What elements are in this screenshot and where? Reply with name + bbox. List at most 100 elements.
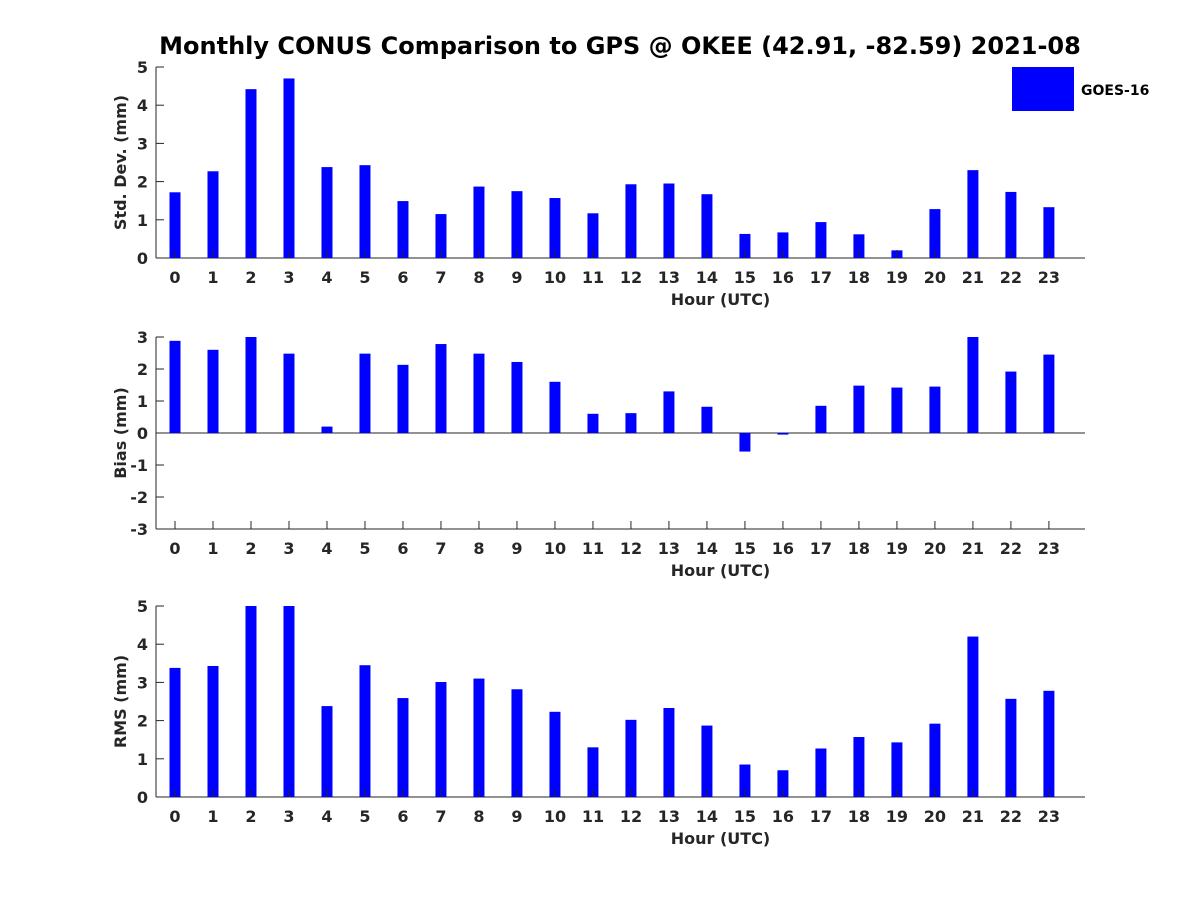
bar [359,665,371,797]
x-tick-label: 14 [696,539,718,558]
x-tick-label: 4 [321,807,332,826]
bar [549,198,561,258]
x-tick-label: 4 [321,539,332,558]
bar [283,353,295,433]
y-tick-label: 4 [137,635,148,654]
bar [549,381,561,433]
x-tick-label: 18 [848,268,870,287]
y-axis-label: RMS (mm) [111,655,130,748]
bar [777,433,789,435]
bar [663,391,675,433]
bar [587,413,599,433]
bar [473,678,485,797]
y-tick-label: 1 [137,750,148,769]
bar [929,723,941,797]
y-tick-label: 3 [137,328,148,347]
x-tick-label: 16 [772,268,794,287]
x-tick-label: 11 [582,807,604,826]
bar [245,89,257,258]
y-tick-label: -3 [130,520,148,539]
x-tick-label: 9 [511,539,522,558]
x-tick-label: 23 [1038,268,1060,287]
y-tick-label: 1 [137,392,148,411]
x-tick-label: 8 [473,539,484,558]
bar [587,213,599,258]
bar [245,337,257,433]
x-axis-label: Hour (UTC) [671,829,771,848]
y-axis-label: Std. Dev. (mm) [111,95,130,230]
bar [207,171,219,258]
bar [169,340,181,433]
x-tick-label: 21 [962,807,984,826]
x-tick-label: 18 [848,539,870,558]
bar [1005,698,1017,797]
y-tick-label: 2 [137,360,148,379]
y-tick-label: 0 [137,788,148,807]
x-tick-label: 0 [169,807,180,826]
bar [473,186,485,258]
y-axis-label: Bias (mm) [111,387,130,479]
bar [739,764,751,797]
bar [207,665,219,797]
y-tick-label: 0 [137,424,148,443]
x-tick-label: 2 [245,539,256,558]
bar [815,748,827,797]
bar [283,78,295,259]
x-tick-label: 3 [283,807,294,826]
bar [663,183,675,258]
bar [397,201,409,258]
bar [853,385,865,433]
bar [169,192,181,258]
x-tick-label: 15 [734,268,756,287]
bar [321,167,333,258]
y-tick-label: -1 [130,456,148,475]
x-tick-label: 20 [924,807,946,826]
y-tick-label: 5 [137,597,148,616]
x-tick-label: 15 [734,539,756,558]
bar [511,191,523,258]
y-tick-label: 3 [137,673,148,692]
y-tick-label: 0 [137,249,148,268]
bar [853,234,865,258]
x-tick-label: 7 [435,539,446,558]
bar [739,233,751,258]
x-tick-label: 20 [924,539,946,558]
x-tick-label: 12 [620,268,642,287]
bar [1043,690,1055,797]
bar [701,194,713,258]
x-tick-label: 15 [734,807,756,826]
legend-swatch [1012,67,1074,111]
x-tick-label: 17 [810,539,832,558]
bar [663,707,675,797]
x-tick-label: 19 [886,807,908,826]
bar [625,184,637,258]
bar [587,747,599,797]
bar [169,667,181,797]
x-tick-label: 5 [359,807,370,826]
bar [891,742,903,797]
legend: GOES-16 [1012,67,1149,111]
x-tick-label: 3 [283,539,294,558]
x-tick-label: 14 [696,807,718,826]
y-tick-label: 3 [137,134,148,153]
x-tick-label: 19 [886,539,908,558]
bar [321,426,333,433]
x-tick-label: 22 [1000,539,1022,558]
x-tick-label: 4 [321,268,332,287]
x-tick-label: 23 [1038,807,1060,826]
x-tick-label: 13 [658,539,680,558]
bar [435,682,447,797]
x-tick-label: 2 [245,268,256,287]
y-tick-label: 4 [137,96,148,115]
x-tick-label: 12 [620,807,642,826]
bar [435,214,447,258]
bar [967,636,979,797]
x-tick-label: 11 [582,268,604,287]
x-tick-label: 21 [962,539,984,558]
bar [1043,207,1055,258]
bar [207,349,219,433]
